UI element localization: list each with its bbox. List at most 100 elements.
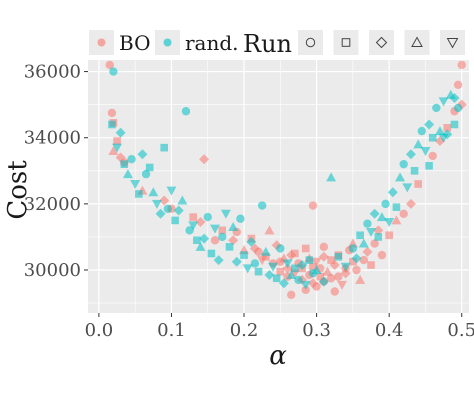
y-tick-label: 36000 [24, 62, 81, 83]
point-rand-1 [108, 120, 116, 129]
legend-shape-circle [305, 37, 316, 48]
point-rand-26 [199, 233, 210, 244]
point-rand-57 [311, 265, 322, 275]
point-bo-14 [218, 226, 227, 235]
point-rand-90 [450, 120, 459, 129]
point-rand-63 [351, 253, 362, 264]
point-bo-11 [195, 217, 206, 228]
point-rand-66 [363, 219, 372, 228]
point-bo-64 [367, 261, 375, 269]
point-bo-53 [334, 272, 343, 281]
point-bo-66 [373, 225, 384, 236]
point-bo-73 [428, 151, 437, 161]
point-bo-67 [377, 250, 387, 260]
point-rand-91 [453, 103, 463, 113]
legend-key-bg-triangle-down [440, 30, 465, 55]
point-rand-6 [127, 155, 136, 164]
point-bo-42 [312, 282, 321, 291]
point-rand-45 [268, 262, 279, 272]
point-bo-44 [316, 272, 325, 281]
point-bo-32 [291, 249, 299, 258]
point-rand-34 [228, 222, 239, 232]
x-tick-label: 0.3 [302, 320, 331, 341]
point-rand-18 [171, 216, 179, 225]
point-bo-57 [340, 268, 351, 279]
point-bo-65 [370, 239, 379, 248]
x-tick-label: 0.5 [447, 320, 474, 341]
point-bo-52 [329, 260, 340, 271]
point-rand-87 [438, 97, 449, 107]
x-tick-label: 0.0 [85, 320, 114, 341]
point-rand-30 [213, 255, 224, 266]
legend-shape-diamond [375, 36, 388, 49]
point-rand-67 [366, 227, 377, 237]
legend-title-run: Run [243, 30, 292, 58]
point-bo-12 [199, 154, 210, 165]
point-bo-3 [108, 145, 119, 155]
point-rand-31 [218, 232, 227, 242]
y-tick-label: 32000 [24, 194, 81, 215]
point-bo-43 [311, 257, 322, 267]
point-rand-11 [145, 163, 154, 172]
point-bo-22 [262, 252, 270, 261]
point-rand-86 [434, 126, 445, 136]
point-rand-40 [250, 259, 260, 268]
point-rand-41 [254, 267, 263, 276]
point-bo-61 [355, 274, 366, 284]
point-bo-75 [443, 123, 452, 132]
point-rand-46 [272, 274, 281, 283]
point-rand-38 [242, 264, 253, 274]
point-rand-32 [220, 209, 231, 219]
point-rand-25 [195, 241, 206, 251]
point-bo-48 [322, 266, 333, 276]
point-rand-16 [163, 204, 173, 214]
point-rand-28 [207, 249, 216, 258]
point-rand-2 [112, 143, 123, 153]
point-bo-55 [337, 280, 347, 290]
legend-key-bg-square [333, 30, 359, 55]
point-rand-22 [185, 226, 194, 235]
point-bo-31 [287, 290, 296, 300]
point-rand-71 [381, 199, 390, 209]
legend-key-bg-circle [298, 30, 323, 55]
point-bo-51 [330, 287, 339, 296]
point-bo-4 [113, 137, 121, 145]
point-rand-4 [120, 160, 129, 168]
point-bo-46 [318, 251, 329, 262]
point-bo-71 [405, 198, 416, 209]
point-rand-64 [356, 231, 364, 240]
point-rand-17 [166, 186, 177, 196]
point-rand-33 [225, 243, 234, 251]
point-bo-68 [385, 231, 393, 240]
point-bo-26 [276, 267, 285, 276]
point-bo-23 [264, 225, 275, 235]
point-bo-63 [362, 246, 373, 257]
point-rand-93 [438, 133, 449, 143]
legend-key-bg-diamond [369, 30, 394, 55]
point-rand-14 [155, 208, 166, 219]
point-bo-13 [210, 236, 220, 245]
point-rand-49 [282, 259, 293, 269]
point-rand-50 [286, 269, 297, 279]
point-rand-8 [135, 190, 143, 198]
point-bo-72 [414, 180, 422, 188]
point-rand-9 [137, 149, 148, 160]
point-bo-70 [399, 209, 408, 218]
point-rand-77 [402, 183, 413, 193]
point-rand-37 [240, 251, 248, 259]
point-rand-72 [384, 218, 395, 228]
point-rand-61 [340, 262, 351, 272]
point-rand-35 [231, 256, 242, 267]
data-points [105, 60, 467, 300]
point-rand-19 [173, 205, 184, 216]
point-rand-83 [424, 119, 435, 130]
point-rand-51 [291, 264, 299, 273]
legend-shape-triangle [411, 36, 423, 47]
point-rand-81 [417, 126, 427, 136]
point-rand-79 [410, 166, 419, 175]
point-rand-75 [395, 172, 406, 182]
point-rand-13 [151, 199, 162, 209]
point-bo-1 [107, 108, 117, 118]
point-rand-47 [276, 244, 285, 253]
